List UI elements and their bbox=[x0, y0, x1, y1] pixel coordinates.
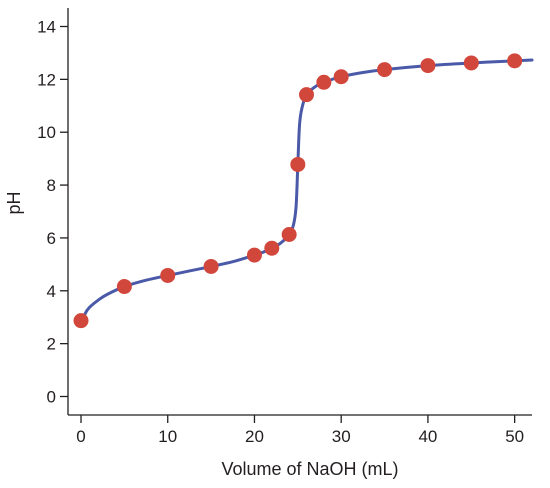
data-point bbox=[246, 247, 262, 263]
data-point bbox=[73, 313, 89, 329]
data-point bbox=[377, 62, 393, 78]
x-tick-label: 0 bbox=[76, 427, 85, 446]
y-tick-label: 8 bbox=[47, 176, 56, 195]
data-point bbox=[264, 240, 280, 256]
y-tick-label: 6 bbox=[47, 229, 56, 248]
x-tick-label: 10 bbox=[158, 427, 177, 446]
y-axis-title: pH bbox=[4, 191, 24, 214]
y-tick-label: 2 bbox=[47, 335, 56, 354]
x-axis-title: Volume of NaOH (mL) bbox=[221, 459, 398, 479]
x-tick-label: 20 bbox=[245, 427, 264, 446]
data-point bbox=[507, 53, 523, 69]
data-point bbox=[160, 267, 176, 283]
data-point bbox=[290, 156, 306, 172]
y-tick-label: 0 bbox=[47, 388, 56, 407]
data-point bbox=[281, 226, 297, 242]
y-tick-label: 12 bbox=[37, 70, 56, 89]
data-point bbox=[333, 69, 349, 85]
data-point bbox=[203, 258, 219, 274]
x-tick-label: 30 bbox=[332, 427, 351, 446]
y-tick-label: 14 bbox=[37, 18, 56, 37]
y-tick-label: 10 bbox=[37, 123, 56, 142]
data-point bbox=[116, 279, 132, 295]
data-point bbox=[299, 87, 315, 103]
x-tick-label: 50 bbox=[505, 427, 524, 446]
y-tick-label: 4 bbox=[47, 282, 56, 301]
data-point bbox=[420, 58, 436, 74]
data-point bbox=[316, 74, 332, 90]
x-tick-label: 40 bbox=[418, 427, 437, 446]
data-point bbox=[463, 55, 479, 71]
points-layer bbox=[73, 53, 523, 329]
axes: 0 2 4 6 8 10 12 14 0 10 20 30 40 50 bbox=[37, 8, 532, 446]
